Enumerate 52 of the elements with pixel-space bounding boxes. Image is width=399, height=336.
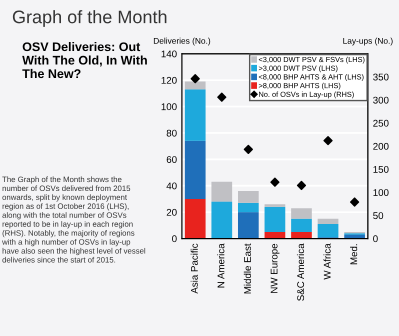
bar (184, 140, 206, 199)
point (296, 180, 306, 190)
bar (291, 218, 312, 232)
y-tick-label: 20 (166, 208, 177, 216)
bar (184, 198, 206, 239)
x-tick-label: NW Europe (270, 244, 280, 293)
x-tick-label: W Africa (324, 243, 331, 280)
x-tick-label: Middle East (244, 243, 251, 294)
x-tick-label: Asia Pacific (190, 244, 198, 294)
y-axis-title: Deliveries (No.) (154, 38, 210, 46)
point (350, 197, 360, 207)
bar (238, 202, 259, 212)
y2-tick-label: 100 (373, 189, 389, 196)
bar (291, 232, 312, 239)
bar (291, 208, 312, 219)
point (217, 92, 226, 102)
y-tick-label: 0 (172, 235, 177, 242)
y-tick-label: 80 (166, 130, 177, 137)
bar (318, 218, 338, 224)
y2-axis-title: Lay-ups (No.) (343, 38, 393, 46)
bar (238, 191, 259, 203)
y2-tick-label: 300 (373, 96, 389, 104)
y-tick-label: 60 (166, 156, 177, 163)
y2-tick-label: 50 (373, 212, 384, 220)
bar (238, 212, 259, 239)
y2-tick-label: 200 (373, 142, 389, 150)
bar (264, 206, 286, 232)
bar (264, 232, 286, 239)
y2-tick-label: 150 (373, 166, 389, 173)
y2-tick-label: 250 (373, 120, 389, 127)
y2-tick-label: 350 (373, 74, 389, 80)
y-tick-label: 140 (162, 50, 177, 58)
x-tick-label: Med. (350, 244, 358, 264)
point (244, 144, 253, 154)
point (190, 74, 200, 84)
y-tick-label: 40 (166, 182, 177, 190)
point (323, 136, 333, 146)
bar (264, 204, 286, 207)
bar (184, 81, 206, 90)
y2-tick-label: 0 (373, 235, 378, 242)
y-tick-label: 100 (162, 103, 177, 110)
bar (211, 202, 232, 239)
chart-subtitle: OSV Deliveries: Out With The Old, In With The New? (22, 42, 147, 78)
bar (184, 89, 206, 141)
y-tick-label: 120 (162, 76, 177, 84)
point (270, 178, 280, 187)
x-tick-label: N America (217, 243, 224, 288)
bar (318, 224, 338, 238)
chart-title: Graph of the Month (12, 10, 166, 27)
bar (211, 182, 232, 202)
bar (344, 234, 365, 239)
x-tick-label: S&C America (296, 243, 304, 301)
